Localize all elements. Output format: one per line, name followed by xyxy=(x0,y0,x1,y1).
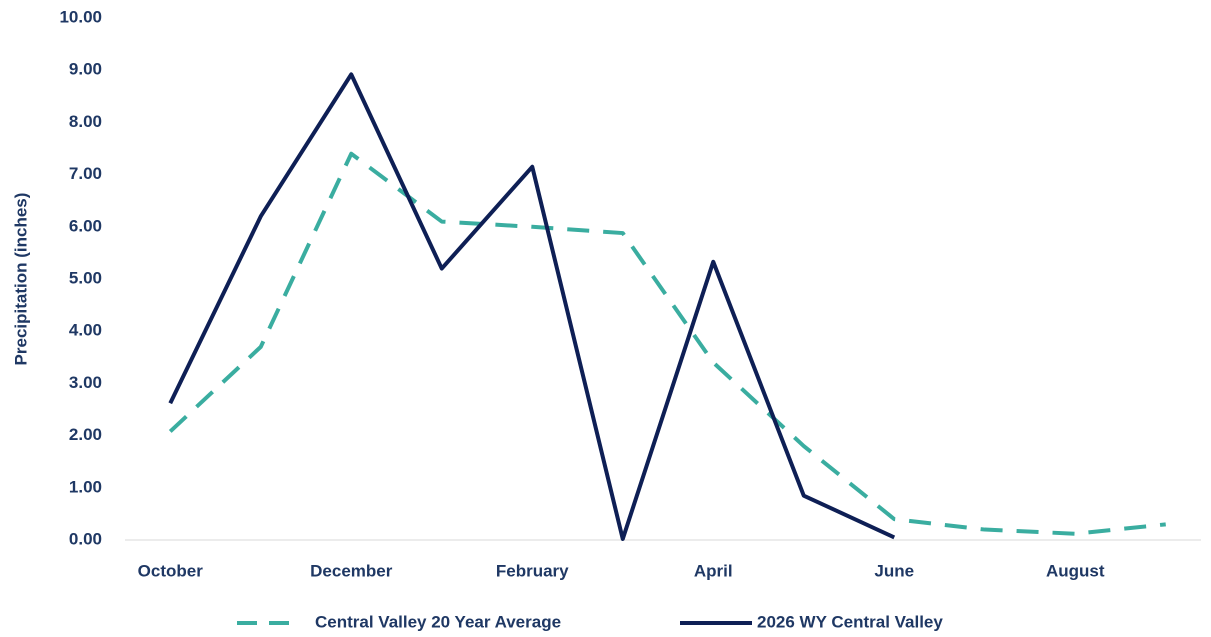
y-tick-label: 7.00 xyxy=(69,164,102,183)
legend-label: Central Valley 20 Year Average xyxy=(315,612,561,631)
y-tick-label: 5.00 xyxy=(69,268,102,287)
series-line xyxy=(168,72,896,541)
y-tick-label: 3.00 xyxy=(69,373,102,392)
x-tick-label: February xyxy=(496,561,569,580)
x-tick-label: October xyxy=(138,561,204,580)
legend-label: 2026 WY Central Valley xyxy=(757,612,943,631)
x-tick-label: August xyxy=(1046,561,1105,580)
series-line xyxy=(168,151,1166,536)
y-tick-label: 4.00 xyxy=(69,321,102,340)
y-tick-label: 8.00 xyxy=(69,112,102,131)
y-axis-label: Precipitation (inches) xyxy=(11,193,30,366)
x-tick-label: April xyxy=(694,561,733,580)
y-tick-label: 1.00 xyxy=(69,477,102,496)
y-tick-label: 2.00 xyxy=(69,425,102,444)
y-tick-label: 0.00 xyxy=(69,529,102,548)
y-tick-label: 10.00 xyxy=(59,7,102,26)
x-tick-label: June xyxy=(874,561,914,580)
x-tick-label: December xyxy=(310,561,393,580)
y-tick-label: 6.00 xyxy=(69,216,102,235)
y-tick-label: 9.00 xyxy=(69,60,102,79)
